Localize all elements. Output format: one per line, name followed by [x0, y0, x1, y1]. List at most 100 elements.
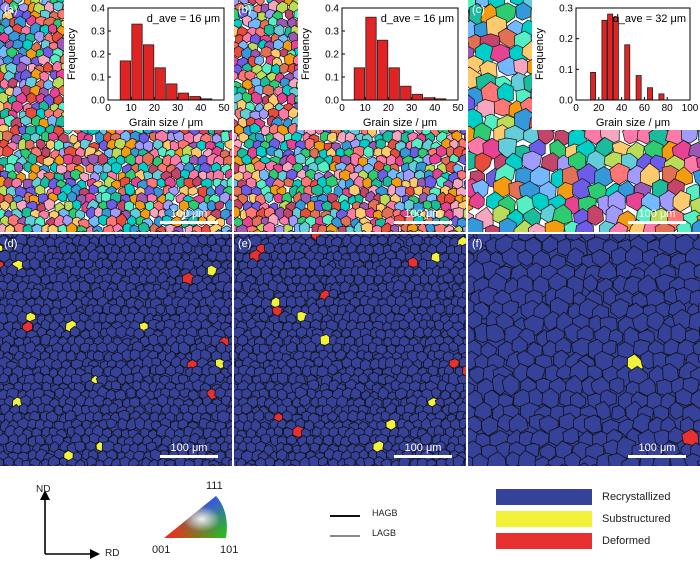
triangle-top-label: 111: [206, 480, 223, 492]
x-tick-label: 100: [682, 103, 699, 114]
y-tick-label: 0.0: [559, 96, 573, 107]
panel-label: (b): [238, 4, 252, 16]
histogram-bar: [658, 93, 665, 101]
deformed-swatch: [496, 533, 592, 549]
y-tick-label: 0.3: [91, 27, 105, 38]
histogram-bar: [119, 60, 132, 101]
scale-bar-label: 100 μm: [170, 442, 208, 454]
y-tick-label: 0.3: [325, 27, 339, 38]
y-tick-label: 0.0: [325, 96, 339, 107]
x-tick-label: 40: [195, 103, 207, 114]
histogram-bar: [612, 16, 619, 101]
x-tick-label: 40: [616, 103, 628, 114]
y-tick-label: 0.1: [325, 73, 339, 84]
scale-bar-label: 100 μm: [638, 442, 676, 454]
ipf-triangle-icon: [164, 496, 227, 538]
x-tick-label: 50: [218, 103, 230, 114]
x-tick-label: 80: [662, 103, 674, 114]
histogram-bar: [388, 67, 400, 101]
panel-label: (a): [4, 4, 18, 16]
x-tick-label: 30: [406, 103, 418, 114]
y-tick-label: 0.3: [559, 4, 573, 15]
grain-size-histogram: 0 10 20 30 40 50 0.0 0.1 0.2 0.3 0.4 Grain size / μ…: [300, 4, 464, 130]
y-tick-label: 0.4: [325, 4, 339, 15]
triangle-right-label: 101: [220, 544, 239, 556]
panel-label: (f): [472, 238, 483, 250]
histogram-bar: [131, 23, 143, 101]
histogram-bar: [143, 44, 155, 101]
nd-label: ND: [36, 484, 51, 495]
histogram-bar: [635, 75, 642, 101]
x-tick-label: 60: [639, 103, 651, 114]
histogram-inset-a: 0 10 20 30 40 50 0.0 0.1 0.2 0.3 0.4 Grain size / μ…: [64, 0, 234, 130]
lagb-label: LAGB: [372, 528, 397, 538]
x-tick-label: 20: [383, 103, 395, 114]
histogram-bar: [353, 67, 366, 101]
histogram-bar: [607, 13, 614, 101]
x-tick-label: 20: [149, 103, 161, 114]
panel-label: (c): [472, 4, 485, 16]
histogram-inset-c: 0 20 40 60 80 100 0.0 0.1 0.2 0.3 Grain size / μm F…: [532, 0, 700, 130]
substructured-label: Substructured: [602, 513, 671, 525]
x-tick-label: 0: [339, 103, 345, 114]
scale-bar-label: 100 μm: [404, 442, 442, 454]
scale-bar: 100 μm: [394, 208, 452, 224]
y-tick-label: 0.1: [559, 65, 573, 76]
substructured-swatch: [496, 511, 592, 527]
scale-bar: 100 μm: [160, 442, 218, 458]
scale-bar-label: 100 μm: [638, 208, 676, 220]
y-tick-label: 0.4: [91, 4, 105, 15]
ebsd-panel-f: (f) 100 μm: [468, 234, 700, 466]
hagb-swatch: [330, 515, 360, 517]
histogram-bar: [177, 92, 189, 101]
histogram-bar: [411, 93, 423, 101]
y-tick-label: 0.2: [91, 50, 105, 61]
hagb-label: HAGB: [372, 508, 398, 518]
histogram-inset-b: 0 10 20 30 40 50 0.0 0.1 0.2 0.3 0.4 Grain size / μ…: [298, 0, 468, 130]
histogram-bar: [647, 87, 653, 101]
x-tick-label: 30: [172, 103, 184, 114]
y-axis-label: Frequency: [66, 28, 78, 80]
average-size-annotation: d_ave = 16 μm: [381, 13, 454, 25]
histogram-bar: [154, 67, 166, 101]
x-axis-label: Grain size / μm: [363, 117, 437, 129]
y-axis-label: Frequency: [534, 28, 546, 80]
axes-arrows: [40, 490, 100, 559]
scale-bar: 100 μm: [394, 442, 452, 458]
histogram-bar: [166, 83, 178, 101]
average-size-annotation: d_ave = 32 μm: [613, 13, 686, 25]
scale-bar: 100 μm: [628, 208, 686, 224]
x-axis-label: Grain size / μm: [129, 117, 203, 129]
y-tick-label: 0.0: [91, 96, 105, 107]
scale-bar-label: 100 μm: [404, 208, 442, 220]
rex-map-f: [468, 234, 700, 466]
x-tick-label: 0: [105, 103, 111, 114]
x-tick-label: 40: [429, 103, 441, 114]
recrystallized-label: Recrystallized: [602, 491, 671, 503]
y-axis-label: Frequency: [300, 28, 312, 80]
panel-label: (e): [238, 238, 252, 250]
scale-bar-label: 100 μm: [170, 208, 208, 220]
x-axis-label: Grain size / μm: [596, 117, 670, 129]
x-tick-label: 10: [126, 103, 138, 114]
rex-map-e: [234, 234, 466, 466]
triangle-left-label: 001: [152, 544, 171, 556]
histogram-bar: [377, 39, 389, 101]
y-tick-label: 0.2: [559, 34, 573, 45]
x-tick-label: 10: [360, 103, 372, 114]
histogram-bar: [601, 19, 608, 101]
x-tick-label: 0: [573, 103, 579, 114]
ebsd-panel-e: (e) 100 μm: [234, 234, 466, 466]
x-tick-label: 50: [452, 103, 464, 114]
grain-size-histogram: 0 10 20 30 40 50 0.0 0.1 0.2 0.3 0.4 Grain size / μ…: [66, 4, 230, 130]
grain-size-histogram: 0 20 40 60 80 100 0.0 0.1 0.2 0.3 Grain size / μm F…: [534, 4, 699, 130]
y-tick-label: 0.2: [325, 50, 339, 61]
histogram-bar: [624, 44, 631, 101]
rd-label: RD: [105, 548, 120, 559]
average-size-annotation: d_ave = 16 μm: [147, 13, 220, 25]
scale-bar: 100 μm: [160, 208, 218, 224]
histogram-bar: [400, 85, 412, 101]
histogram-bar: [365, 16, 377, 101]
x-tick-label: 20: [593, 103, 605, 114]
rex-map-d: [0, 234, 232, 466]
